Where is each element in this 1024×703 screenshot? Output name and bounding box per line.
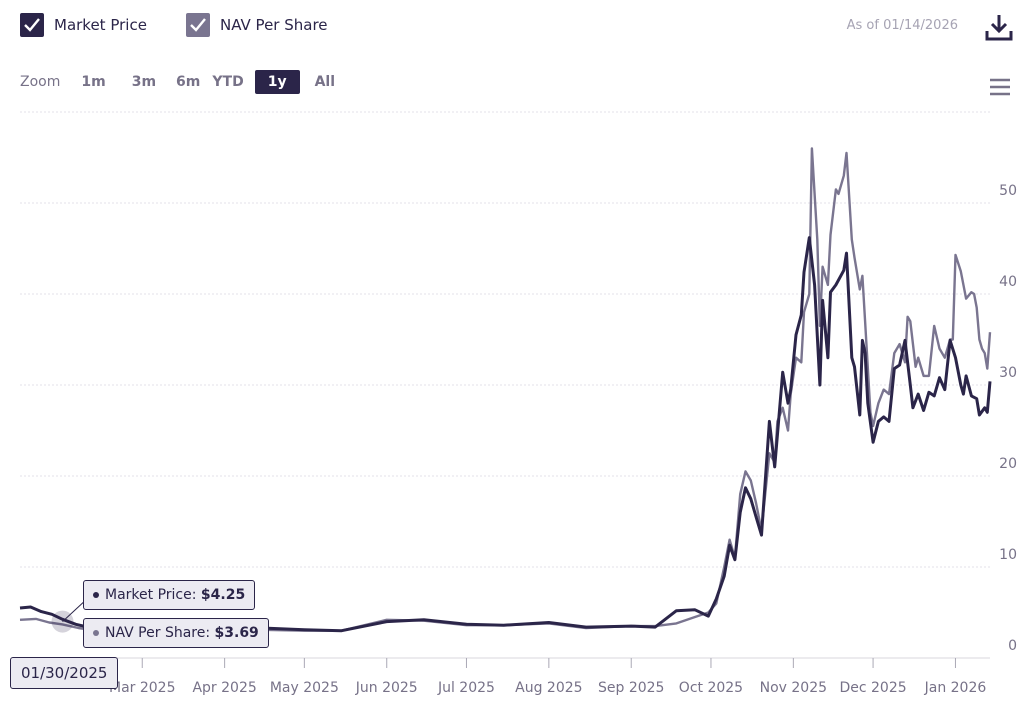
legend-label: NAV Per Share	[220, 16, 328, 34]
y-tick-label: 0	[1008, 638, 1017, 654]
x-tick-label: May 2025	[270, 680, 339, 696]
x-tick-label: Dec 2025	[839, 680, 906, 696]
as-of-date: As of 01/14/2026	[846, 18, 958, 33]
nav-dot-icon	[93, 630, 99, 636]
series-line-market-price	[19, 236, 992, 634]
tooltip-value: $3.69	[214, 625, 259, 641]
y-tick-label: 30	[999, 365, 1017, 381]
series-line-nav-per-share	[19, 147, 992, 634]
y-tick-label: 40	[999, 274, 1017, 290]
x-tick-label: Sep 2025	[598, 680, 664, 696]
checkbox-checked-icon[interactable]	[186, 13, 210, 37]
tooltip-market-price: Market Price: $4.25	[83, 580, 256, 610]
hamburger-menu-icon[interactable]	[989, 78, 1011, 96]
zoom-6m-button[interactable]: 6m	[176, 74, 201, 90]
zoom-all-button[interactable]: All	[314, 74, 336, 90]
tooltip-date: 01/30/2025	[10, 657, 119, 689]
market-dot-icon	[93, 592, 99, 598]
zoom-1m-button[interactable]: 1m	[81, 74, 106, 90]
checkbox-checked-icon[interactable]	[20, 13, 44, 37]
tooltip-label: Market Price:	[105, 587, 197, 603]
legend-label: Market Price	[54, 16, 147, 34]
zoom-label: Zoom	[20, 74, 61, 90]
zoom-1y-button[interactable]: 1y	[254, 70, 300, 94]
x-tick-label: Jun 2025	[355, 680, 418, 696]
x-tick-label: Mar 2025	[109, 680, 176, 696]
zoom-selector: Zoom 1m 3m 6m YTD 1y All	[20, 70, 344, 94]
y-tick-label: 20	[999, 456, 1017, 472]
x-tick-label: Oct 2025	[679, 680, 743, 696]
zoom-3m-button[interactable]: 3m	[131, 74, 157, 90]
tooltip-nav-per-share: NAV Per Share: $3.69	[83, 618, 269, 648]
legend-market-price[interactable]: Market Price	[20, 13, 147, 37]
x-tick-label: Jan 2026	[924, 680, 987, 696]
x-tick-label: Apr 2025	[192, 680, 256, 696]
legend-nav-per-share[interactable]: NAV Per Share	[186, 13, 328, 37]
y-tick-label: 10	[999, 547, 1017, 563]
x-tick-label: Aug 2025	[515, 680, 582, 696]
x-tick-label: Nov 2025	[760, 680, 827, 696]
x-tick-label: Jul 2025	[437, 680, 495, 696]
y-tick-label: 50	[999, 183, 1017, 199]
tooltip-value: $4.25	[200, 587, 246, 603]
download-icon[interactable]	[984, 12, 1014, 42]
zoom-ytd-button[interactable]: YTD	[212, 74, 244, 90]
tooltip-label: NAV Per Share:	[105, 625, 211, 641]
